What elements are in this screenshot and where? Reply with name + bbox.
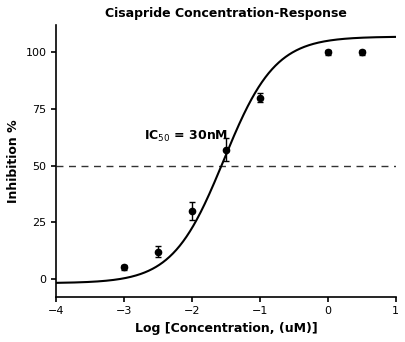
Text: IC$_{50}$ = 30nM: IC$_{50}$ = 30nM xyxy=(144,129,228,144)
X-axis label: Log [Concentration, (uM)]: Log [Concentration, (uM)] xyxy=(134,322,316,335)
Title: Cisapride Concentration-Response: Cisapride Concentration-Response xyxy=(105,7,346,20)
Y-axis label: Inhibition %: Inhibition % xyxy=(7,119,20,203)
